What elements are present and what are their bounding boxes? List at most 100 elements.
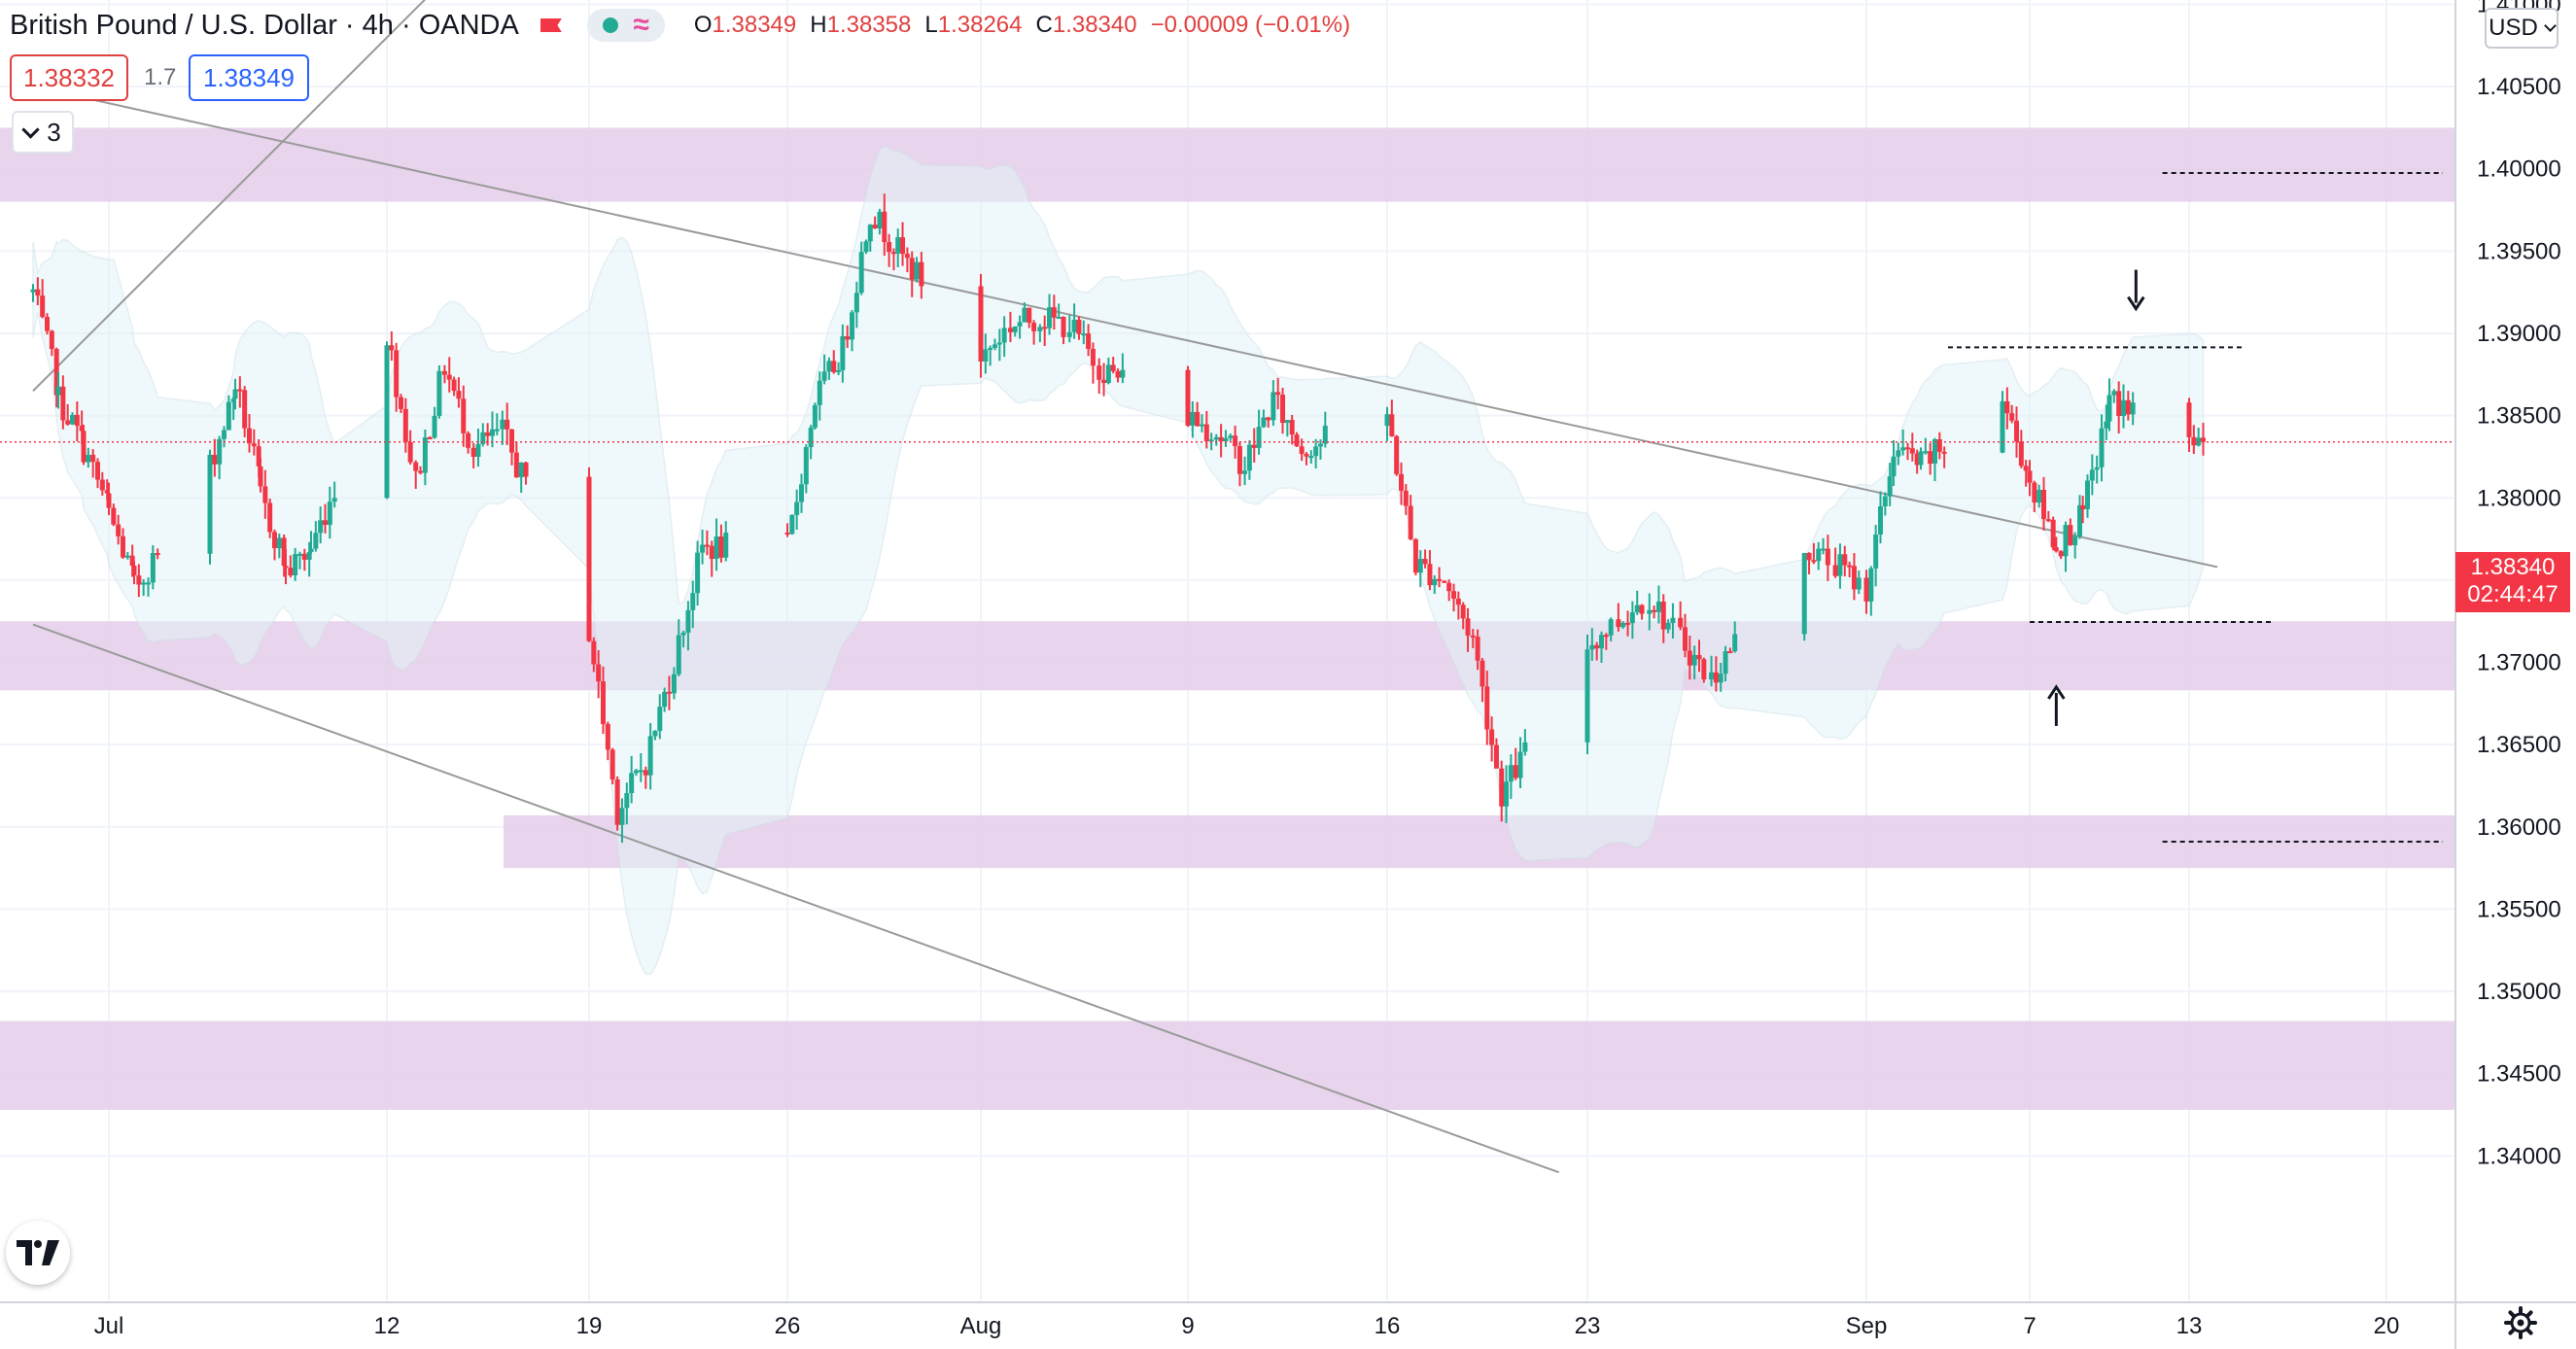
candle [840,324,846,383]
candle [121,528,125,559]
candle-body [222,430,226,439]
indicators-toggle-button[interactable]: 3 [12,111,74,154]
candle-body [461,398,467,433]
candle [1589,628,1595,661]
candle-body [1007,328,1013,332]
candle [422,429,428,486]
candle [609,747,615,785]
candle-body [49,330,54,350]
candle [212,438,218,477]
candle [470,442,476,468]
candle [1223,430,1229,447]
candle-body [1909,448,1915,454]
candle [2130,392,2136,426]
candle-body [1442,580,1447,583]
candle [1200,414,1204,432]
candle [1455,591,1461,620]
candle [1213,433,1219,446]
candle [1594,641,1600,661]
candle [845,325,851,348]
candle [513,441,519,478]
candle [399,394,403,413]
time-tick-label: 19 [576,1313,603,1339]
candle [1195,401,1201,427]
candle [1856,571,1862,595]
candle [784,523,790,537]
currency-selector[interactable]: USD [2485,8,2559,49]
candle-body [276,537,282,549]
candle [451,376,457,397]
candle-body [1022,307,1027,323]
candle-body [456,391,462,399]
candle [232,378,238,410]
candle-body [900,237,906,255]
candle-body [427,437,433,440]
candle [281,534,287,577]
time-tick-label: 9 [1181,1313,1194,1339]
candle [2094,455,2100,484]
tradingview-logo-icon[interactable] [6,1221,70,1285]
candle-body [1918,451,1924,466]
candle [1120,353,1126,384]
candle [1670,603,1676,639]
candle [1660,594,1666,643]
candle [1941,446,1947,468]
arrow-markers [2047,269,2145,726]
candle [446,357,452,393]
candle [1442,580,1447,583]
candle [1101,363,1107,397]
candle-body [1256,427,1262,448]
candle [988,345,993,366]
candle [1399,462,1404,505]
candle [2063,521,2069,572]
candle-body [2058,551,2064,557]
candle [65,403,71,426]
candle-body [86,454,91,463]
time-tick-label: 16 [1375,1313,1401,1339]
candle [671,667,677,700]
candle [1905,442,1910,461]
candle-body [1242,470,1248,474]
candle-body [394,350,400,398]
candle [1115,368,1121,383]
candle [619,798,625,844]
candle-body [1629,612,1635,624]
candle-body [1806,553,1812,561]
candle [647,722,653,790]
candle-body [700,544,706,553]
candle [1851,553,1857,601]
candle [1105,357,1111,385]
candle-body [136,575,142,585]
candle-body [1090,348,1096,366]
candle [872,216,878,229]
candle [831,350,837,374]
buy-button[interactable]: 1.38349 [189,54,309,101]
candle [794,489,800,530]
candle [1634,590,1640,615]
gear-icon[interactable] [2504,1306,2537,1339]
candle [652,730,658,741]
sell-button[interactable]: 1.38332 [10,54,128,101]
candle-body [1071,319,1077,332]
symbol-title[interactable]: British Pound / U.S. Dollar · 4h · OANDA [10,9,519,41]
candle [306,541,312,577]
candle-body [485,432,491,436]
last-price-value: 1.38340 [2470,554,2556,580]
candle-body [1105,364,1111,384]
candle-body [2111,391,2117,396]
candle [2125,391,2131,421]
candle [666,675,672,710]
flag-icon[interactable] [540,16,562,35]
candle [723,521,729,562]
indicators-count: 3 [47,117,61,147]
candle [1432,574,1438,594]
candle-body [1203,424,1209,441]
status-pill[interactable]: ≈ [586,9,665,42]
candle [685,601,691,651]
candle-body [919,261,924,287]
candle-body [230,398,236,402]
candle-body [446,374,452,380]
candle-body [1289,420,1295,435]
candle-body [1470,635,1476,638]
